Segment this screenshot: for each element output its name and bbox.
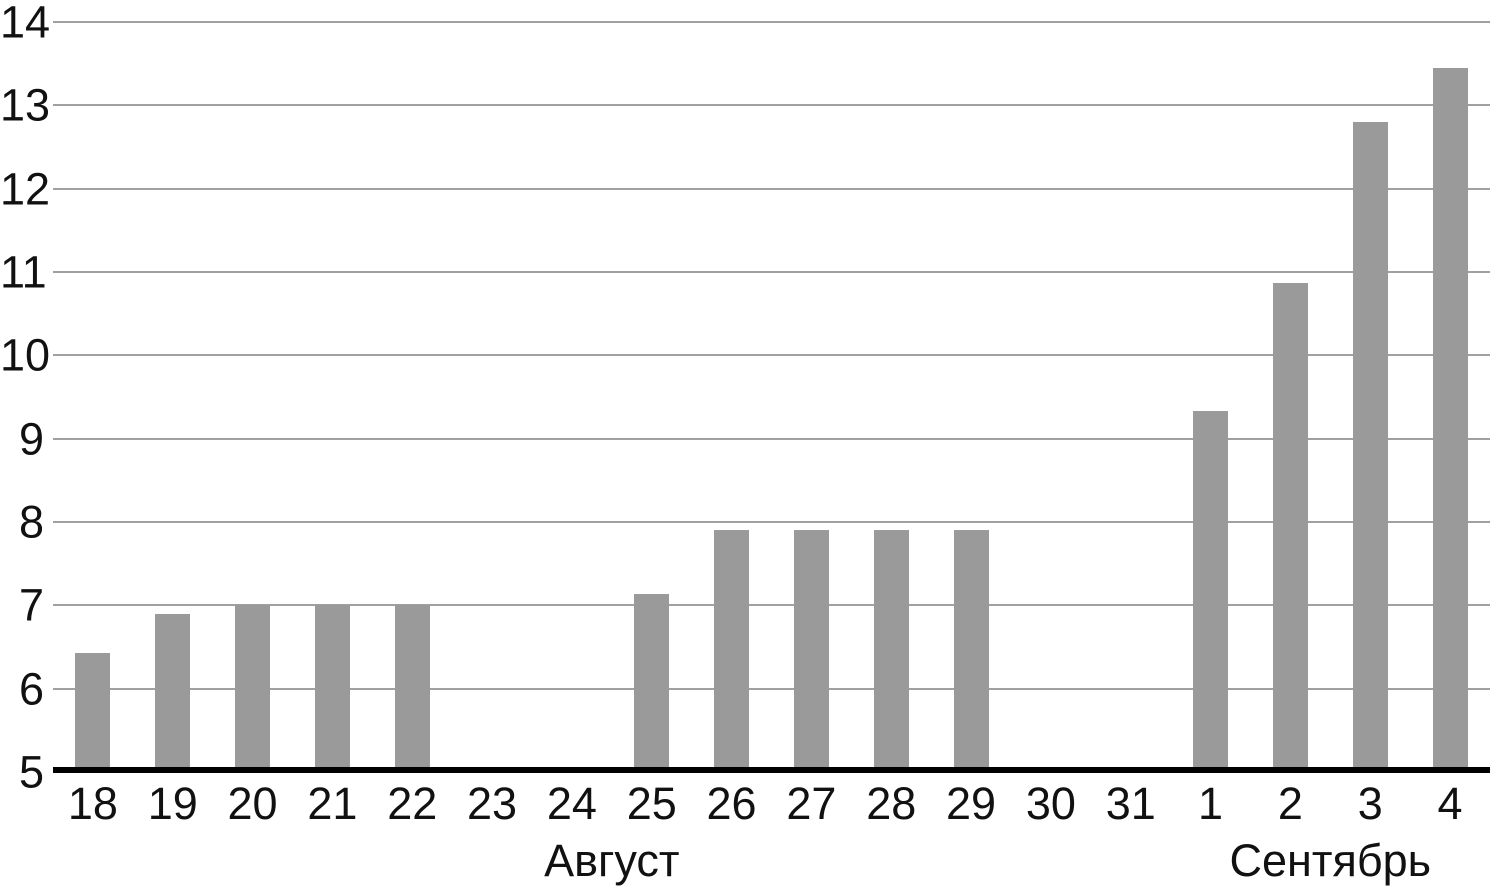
x-axis-line <box>53 767 1490 773</box>
bar-26 <box>714 530 750 772</box>
x-tick-label-26: 26 <box>706 778 757 829</box>
y-tick-label-7: 7 <box>18 579 44 631</box>
x-tick-label-28: 28 <box>866 778 917 829</box>
x-tick-label-4: 4 <box>1437 778 1463 829</box>
gridline-y-8 <box>53 521 1490 523</box>
x-tick-label-30: 30 <box>1025 778 1076 829</box>
bar-1 <box>1193 411 1229 772</box>
bar-22 <box>394 605 430 772</box>
x-tick-label-1: 1 <box>1198 778 1224 829</box>
bar-3 <box>1352 122 1388 772</box>
bar-21 <box>314 605 350 772</box>
month-label-1: Август <box>544 835 680 886</box>
x-tick-label-24: 24 <box>546 778 597 829</box>
x-tick-label-25: 25 <box>626 778 677 829</box>
y-tick-label-10: 10 <box>0 329 51 381</box>
bar-19 <box>155 613 191 772</box>
x-tick-label-2: 2 <box>1277 778 1303 829</box>
gridline-y-10 <box>53 354 1490 357</box>
y-tick-label-13: 13 <box>0 79 51 131</box>
bar-28 <box>873 530 909 772</box>
y-tick-label-5: 5 <box>18 746 44 798</box>
x-tick-label-22: 22 <box>387 778 438 829</box>
x-tick-label-18: 18 <box>67 778 118 829</box>
gridline-y-12 <box>53 187 1490 190</box>
x-tick-label-31: 31 <box>1105 778 1156 829</box>
month-label-2: Сентябрь <box>1229 835 1432 886</box>
y-tick-label-14: 14 <box>0 0 51 48</box>
gridline-y-13 <box>53 104 1490 107</box>
y-tick-label-11: 11 <box>0 246 47 298</box>
bar-20 <box>235 605 271 772</box>
bar-2 <box>1272 282 1308 772</box>
gridline-y-7 <box>53 604 1490 607</box>
x-tick-label-20: 20 <box>227 778 278 829</box>
y-tick-label-9: 9 <box>18 413 44 465</box>
bar-25 <box>634 593 670 772</box>
gridline-y-11 <box>53 271 1490 274</box>
y-tick-label-12: 12 <box>0 163 51 215</box>
bar-18 <box>75 652 111 772</box>
x-tick-label-29: 29 <box>946 778 997 829</box>
gridline-y-6 <box>53 687 1490 690</box>
x-tick-label-3: 3 <box>1357 778 1383 829</box>
bar-4 <box>1432 67 1468 772</box>
gridline-y-9 <box>53 437 1490 440</box>
gridline-y-14 <box>53 21 1490 24</box>
x-tick-label-21: 21 <box>307 778 358 829</box>
y-tick-label-6: 6 <box>18 663 44 715</box>
x-tick-label-27: 27 <box>786 778 837 829</box>
y-tick-label-8: 8 <box>18 496 44 548</box>
x-tick-label-23: 23 <box>467 778 518 829</box>
x-tick-label-19: 19 <box>147 778 198 829</box>
bar-27 <box>793 530 829 772</box>
bar-29 <box>953 530 989 772</box>
